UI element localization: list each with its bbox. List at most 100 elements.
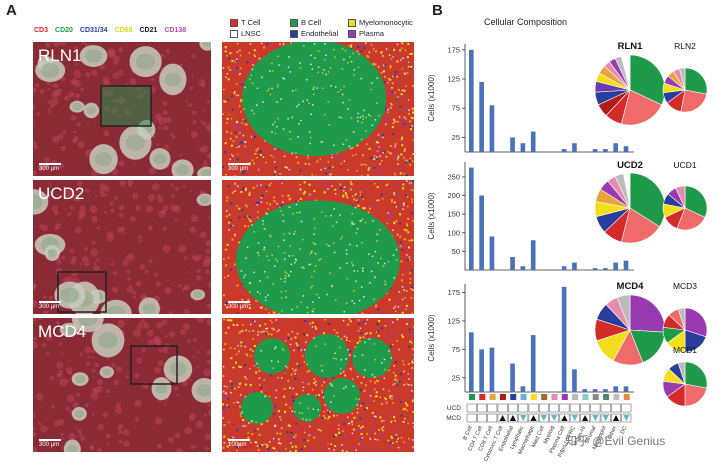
legend-swatch — [290, 18, 298, 27]
category-swatch — [592, 394, 599, 400]
bar — [592, 149, 598, 152]
scale-bar-label: 300 µm — [228, 166, 249, 172]
legend-label: B Cell — [301, 18, 322, 27]
pie-label: MCD3 — [673, 281, 697, 291]
category-swatch — [499, 394, 506, 400]
status-cell — [508, 403, 518, 413]
bar — [572, 262, 577, 270]
pie-slice — [629, 294, 666, 333]
bar — [592, 268, 598, 270]
status-cell — [477, 403, 487, 413]
down-arrow-icon — [540, 415, 547, 421]
legend-label: Endothelial — [301, 29, 339, 38]
pie-slice — [680, 89, 707, 113]
status-cell — [549, 403, 560, 413]
chart-title: Cellular Composition — [484, 17, 568, 27]
up-arrow-icon — [581, 415, 589, 421]
y-tick-label: 125 — [447, 75, 460, 84]
pie-UCD1 — [662, 185, 708, 231]
bar — [469, 167, 474, 270]
up-arrow-icon — [530, 415, 537, 421]
pie-label: UCD2 — [617, 160, 643, 171]
bar — [479, 81, 484, 152]
status-cell — [569, 403, 580, 413]
bar — [520, 266, 526, 270]
scale-bar-label: 300 µm — [39, 304, 60, 310]
pie-label: MCD4 — [617, 281, 645, 292]
bar-panel-MCD4: 25 75 125 175 Cells (x1000) — [427, 284, 634, 393]
multiplex-image: RLN1 300 µm — [33, 42, 211, 176]
category-swatch — [561, 394, 568, 400]
bar — [530, 240, 536, 270]
scale-bar: 300 µm — [228, 163, 250, 172]
y-tick-label: 200 — [447, 191, 460, 200]
category-swatch — [520, 394, 527, 400]
status-cell — [466, 403, 477, 413]
bar — [582, 389, 588, 392]
down-arrow-icon — [623, 415, 630, 421]
pie-MCD3 — [662, 307, 708, 353]
pie-slice — [684, 383, 707, 407]
legend-swatch — [290, 29, 298, 38]
pie-label: MCD1 — [673, 345, 697, 355]
bar — [489, 347, 495, 392]
cell-type-legend: T Cell B Cell Myelomonocytic LNSC Endothelia… — [230, 18, 430, 40]
status-cell — [538, 403, 549, 413]
y-tick-label: 75 — [452, 345, 460, 354]
y-tick-label: 25 — [452, 133, 460, 142]
y-tick-label: 150 — [447, 210, 460, 219]
status-cell — [487, 413, 498, 423]
pie-slice — [684, 67, 708, 95]
bar — [613, 262, 619, 270]
category-label: B Cell — [462, 425, 474, 441]
status-cell — [466, 413, 477, 423]
watermark: 知乎 @Evil Genius — [565, 434, 666, 448]
panel-b-label: B — [432, 2, 443, 19]
pie-label: RLN2 — [674, 41, 696, 51]
category-label: DC — [620, 425, 629, 435]
scale-bar: 300 µm — [39, 163, 61, 172]
bar — [623, 260, 629, 270]
bar — [530, 335, 536, 392]
pie-slice — [629, 54, 666, 106]
pie-slice — [675, 185, 686, 209]
legend-item: Myelomonocytic — [348, 18, 413, 27]
category-swatch — [623, 394, 630, 400]
bar-panel-RLN1: 25 75 125 175 Cells (x1000) — [427, 44, 634, 153]
status-cell — [559, 403, 570, 413]
bar — [520, 386, 526, 392]
status-cell — [621, 403, 632, 413]
y-tick-label: 50 — [452, 247, 460, 256]
bar — [613, 143, 619, 152]
up-arrow-icon — [499, 415, 506, 421]
marker-label: CD68 — [114, 27, 133, 34]
category-swatch — [469, 394, 475, 400]
legend-item: T Cell — [230, 18, 260, 27]
pie-MCD1 — [662, 361, 708, 407]
bar — [489, 105, 495, 152]
y-tick-label: 175 — [447, 288, 460, 297]
pie-slice — [679, 67, 686, 91]
up-arrow-icon — [561, 415, 568, 421]
down-arrow-icon — [602, 415, 609, 421]
pie-slice — [616, 294, 631, 331]
bar — [623, 386, 629, 392]
scale-bar: 100µm — [228, 439, 250, 448]
pie-slice — [620, 207, 660, 244]
legend-swatch — [230, 18, 238, 27]
legend-item: Endothelial — [290, 29, 338, 38]
y-axis-label: Cells (x1000) — [427, 192, 436, 239]
pie-slice — [676, 207, 706, 231]
bar — [623, 146, 629, 152]
legend-label: T Cell — [241, 18, 261, 27]
bar — [561, 266, 567, 270]
multiplex-image: MCD4 300 µm — [33, 318, 211, 452]
category-swatch — [582, 394, 589, 400]
pie-slice — [684, 361, 708, 389]
legend-item: LNSC — [230, 29, 261, 38]
category-swatch — [541, 394, 548, 400]
status-cell — [580, 403, 590, 413]
status-cell — [497, 403, 508, 413]
y-axis-label: Cells (x1000) — [427, 74, 436, 121]
y-tick-label: 25 — [452, 373, 460, 382]
